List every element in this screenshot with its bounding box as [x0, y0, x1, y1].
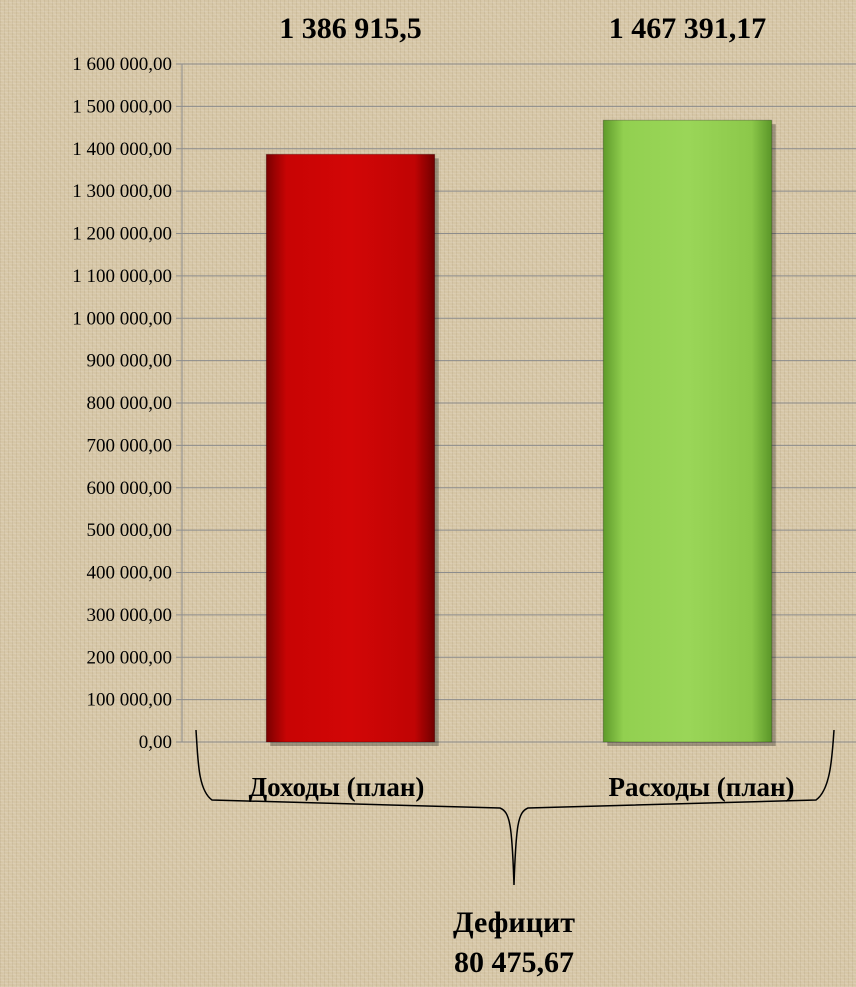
bar [602, 119, 773, 743]
y-tick-label: 800 000,00 [87, 393, 173, 414]
y-tick-label: 300 000,00 [87, 605, 173, 626]
deficit-label: Дефицит [453, 906, 575, 939]
value-label: 1 386 915,5 [279, 12, 422, 45]
y-tick-label: 1 600 000,00 [72, 54, 172, 75]
y-tick-label: 500 000,00 [87, 520, 173, 541]
value-label: 1 467 391,17 [609, 12, 767, 45]
y-tick-label: 1 500 000,00 [72, 96, 172, 117]
category-labels: Доходы (план) Расходы (план) [249, 772, 795, 802]
bars [265, 119, 776, 746]
y-tick-label: 1 000 000,00 [72, 308, 172, 329]
y-tick-label: 1 200 000,00 [72, 224, 172, 245]
y-tick-label: 400 000,00 [87, 563, 173, 584]
y-tick-label: 1 400 000,00 [72, 139, 172, 160]
y-tick-label: 0,00 [139, 732, 172, 753]
y-tick-label: 700 000,00 [87, 435, 173, 456]
y-tick-label: 600 000,00 [87, 478, 173, 499]
deficit-brace [195, 729, 835, 886]
y-tick-label: 900 000,00 [87, 351, 173, 372]
deficit-value: 80 475,67 [454, 946, 574, 979]
y-axis: 0,00 100 000,00 200 000,00 300 000,00 400 00… [72, 54, 183, 753]
y-tick-label: 1 300 000,00 [72, 181, 172, 202]
category-label: Доходы (план) [249, 772, 425, 802]
y-tick-label: 1 100 000,00 [72, 266, 172, 287]
category-label: Расходы (план) [608, 772, 794, 802]
value-labels: 1 386 915,5 1 467 391,17 [279, 12, 766, 45]
y-tick-label: 200 000,00 [87, 647, 173, 668]
y-tick-label: 100 000,00 [87, 690, 173, 711]
bar [265, 153, 436, 743]
